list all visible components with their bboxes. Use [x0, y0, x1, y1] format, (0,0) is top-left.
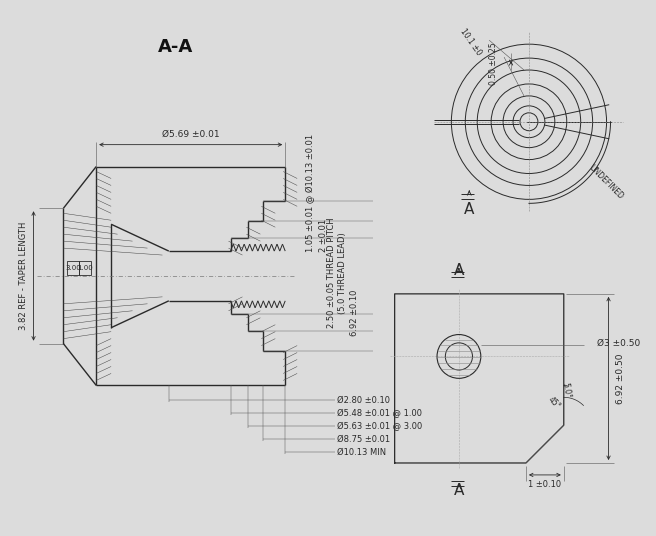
Text: 1.00: 1.00	[77, 265, 93, 271]
Text: 1.05 ±0.01 @ Ø10.13 ±0.01: 1.05 ±0.01 @ Ø10.13 ±0.01	[306, 135, 316, 252]
Text: 5.0°: 5.0°	[560, 382, 571, 399]
Text: 6.92 ±0.50: 6.92 ±0.50	[616, 353, 625, 404]
Text: Ø5.48 ±0.01 @ 1.00: Ø5.48 ±0.01 @ 1.00	[337, 409, 422, 418]
Text: Ø5.63 ±0.01 @ 3.00: Ø5.63 ±0.01 @ 3.00	[337, 422, 422, 431]
Text: A: A	[454, 483, 464, 498]
Text: A: A	[454, 264, 464, 279]
Text: Ø2.80 ±0.10: Ø2.80 ±0.10	[337, 396, 390, 405]
Text: 2.50 ±0.05 THREAD PITCH
(5.0 THREAD LEAD): 2.50 ±0.05 THREAD PITCH (5.0 THREAD LEAD…	[327, 218, 346, 328]
Text: A: A	[464, 202, 474, 217]
Text: 0.50 ±0.25: 0.50 ±0.25	[489, 43, 498, 85]
Text: Ø3 ±0.50: Ø3 ±0.50	[597, 339, 640, 348]
Text: 3.82 REF - TAPER LENGTH: 3.82 REF - TAPER LENGTH	[19, 222, 28, 330]
Text: Ø8.75 ±0.01: Ø8.75 ±0.01	[337, 435, 390, 444]
Text: A-A: A-A	[158, 38, 194, 56]
Text: 2 ±0.01: 2 ±0.01	[319, 219, 327, 252]
Text: 45°: 45°	[546, 395, 562, 411]
Text: 3.00: 3.00	[66, 265, 81, 271]
Text: 1 ±0.10: 1 ±0.10	[528, 480, 562, 489]
Text: 6.92 ±0.10: 6.92 ±0.10	[350, 290, 359, 337]
Text: Ø10.13 MIN: Ø10.13 MIN	[337, 448, 386, 457]
Bar	[79, 261, 91, 275]
Text: UNDEFINED: UNDEFINED	[586, 163, 625, 201]
Bar	[68, 261, 79, 275]
Text: 10.1 ±0: 10.1 ±0	[459, 27, 483, 57]
Text: Ø5.69 ±0.01: Ø5.69 ±0.01	[162, 130, 220, 139]
